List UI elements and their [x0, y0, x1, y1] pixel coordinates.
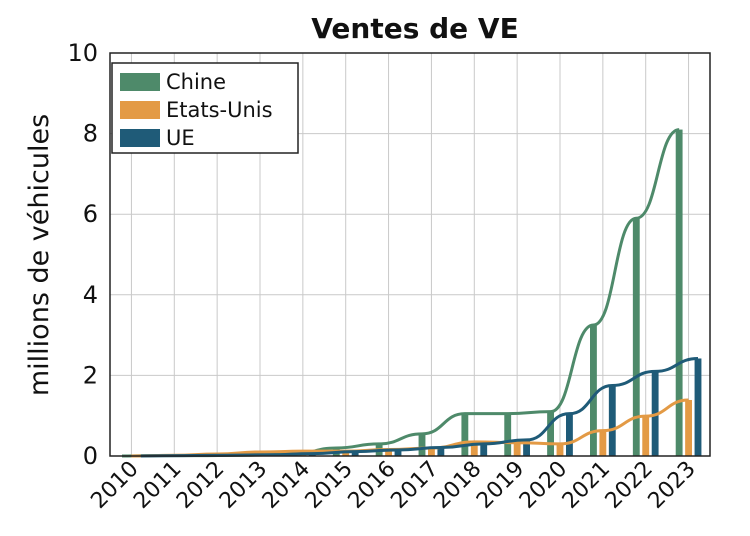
bar	[566, 413, 573, 456]
bar	[685, 399, 692, 456]
chart-title: Ventes de VE	[311, 12, 518, 45]
x-tick-label: 2021	[558, 457, 615, 514]
bar	[428, 447, 435, 456]
bar	[385, 449, 392, 456]
legend: Chine Etats-Unis UE	[111, 62, 299, 154]
legend-label: Etats-Unis	[166, 98, 273, 122]
bar	[547, 411, 554, 456]
bar	[523, 439, 530, 456]
x-tick-label: 2023	[644, 457, 701, 514]
x-tick-label: 2016	[344, 457, 401, 514]
bar	[513, 442, 521, 456]
legend-label: UE	[166, 126, 195, 150]
x-tick-label: 2019	[472, 457, 529, 514]
y-axis-ticks: 0 2 4 6 8 10	[67, 39, 98, 470]
bar	[470, 441, 478, 456]
legend-label: Chine	[166, 70, 226, 94]
bar	[608, 385, 616, 456]
legend-swatch	[120, 129, 160, 147]
legend-swatch	[120, 101, 160, 119]
y-tick-label: 6	[83, 200, 98, 228]
bar	[590, 325, 597, 456]
bar	[461, 413, 469, 456]
x-tick-label: 2013	[215, 457, 272, 514]
bar	[394, 449, 402, 456]
x-tick-label: 2011	[129, 457, 186, 514]
y-tick-label: 10	[67, 39, 98, 67]
bar	[675, 129, 683, 456]
x-tick-label: 2015	[301, 457, 358, 514]
bar	[480, 443, 488, 456]
y-tick-label: 2	[83, 361, 98, 389]
y-tick-label: 8	[83, 120, 98, 148]
bar	[504, 413, 512, 456]
bar	[418, 433, 426, 456]
bar	[437, 447, 445, 456]
x-axis-ticks: 2010201120122013201420152016201720182019…	[86, 457, 700, 514]
plot-frame	[109, 52, 711, 457]
x-tick-label: 2012	[172, 457, 229, 514]
x-tick-label: 2022	[601, 457, 658, 514]
bar	[599, 430, 607, 456]
bar	[556, 443, 564, 456]
y-axis-label: millions de véhicules	[24, 114, 55, 396]
legend-swatch	[120, 73, 160, 91]
series-line	[140, 356, 699, 458]
y-tick-label: 4	[83, 281, 98, 309]
bar	[632, 218, 640, 456]
x-tick-label: 2018	[429, 457, 486, 514]
y-tick-label: 0	[83, 442, 98, 470]
bar	[342, 451, 350, 456]
x-tick-label: 2014	[258, 457, 315, 514]
bar	[642, 416, 650, 456]
x-tick-label: 2017	[386, 457, 443, 514]
bar	[694, 358, 702, 456]
bar	[351, 451, 359, 456]
x-tick-label: 2020	[515, 457, 572, 514]
